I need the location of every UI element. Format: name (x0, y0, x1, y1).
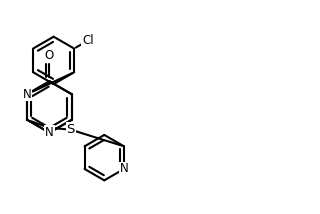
Text: N: N (45, 126, 54, 139)
Text: O: O (45, 49, 54, 62)
Text: Cl: Cl (82, 34, 94, 47)
Text: S: S (67, 123, 75, 136)
Text: N: N (23, 88, 32, 101)
Text: N: N (120, 162, 128, 175)
